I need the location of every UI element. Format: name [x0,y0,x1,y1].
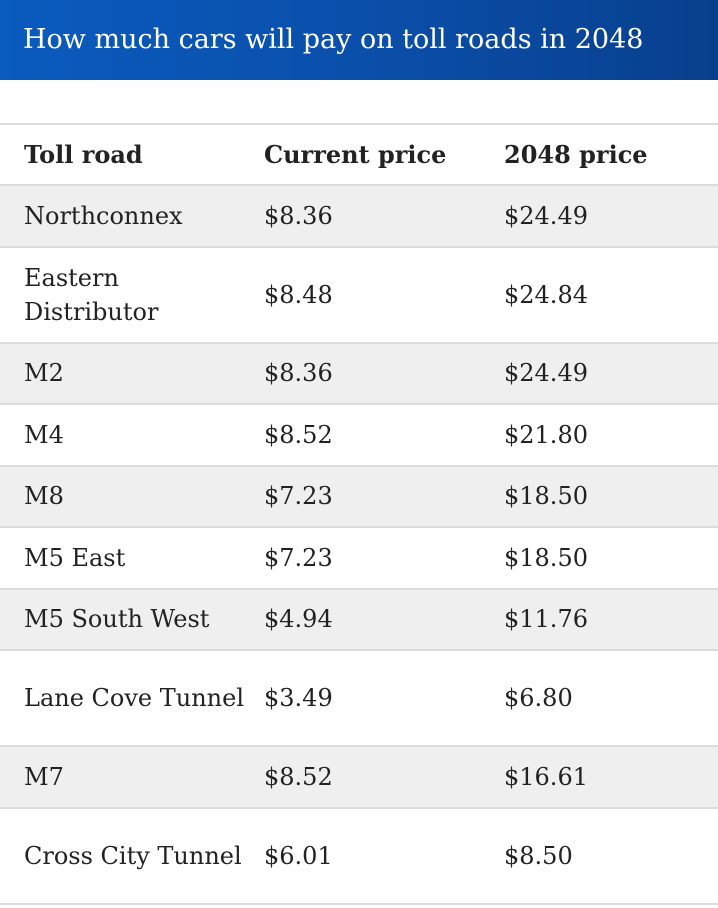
page-title: How much cars will pay on toll roads in … [23,23,644,55]
current-price: $3.49 [264,684,333,712]
future-price: $24.49 [504,201,588,230]
toll-road-name: M5 East [24,543,126,572]
title-banner: How much cars will pay on toll roads in … [0,0,718,80]
toll-road-name: M4 [24,420,64,449]
table-row: M5 South West $4.94 $11.76 [0,589,718,651]
current-price: $8.48 [264,280,333,309]
header-toll-road: Toll road [24,139,143,169]
future-price: $18.50 [504,482,588,511]
future-price: $18.50 [504,543,588,572]
future-price: $16.61 [504,762,588,791]
toll-road-name: M2 [24,359,64,388]
current-price: $7.23 [264,543,333,572]
table-row: M8 $7.23 $18.50 [0,466,718,528]
table-row: M2 $8.36 $24.49 [0,343,718,405]
future-price: $6.80 [504,684,573,712]
toll-road-name: Northconnex [24,201,183,230]
table-row: Cross City Tunnel $6.01 $8.50 [0,809,718,905]
future-price: $24.49 [504,359,588,388]
current-price: $4.94 [264,605,333,634]
current-price: $8.36 [264,359,333,388]
current-price: $8.52 [264,420,333,449]
table-row: M5 East $7.23 $18.50 [0,528,718,590]
current-price: $6.01 [264,841,333,870]
table-row: M4 $8.52 $21.80 [0,405,718,467]
toll-road-name: Eastern Distributor [24,263,159,326]
future-price: $8.50 [504,841,573,870]
table-row: Eastern Distributor $8.48 $24.84 [0,248,718,344]
toll-price-table: Toll road Current price 2048 price North… [0,123,718,905]
future-price: $21.80 [504,420,588,449]
current-price: $8.52 [264,762,333,791]
toll-road-name: M5 South West [24,605,210,634]
table-row: Lane Cove Tunnel $3.49 $6.80 [0,651,718,747]
current-price: $8.36 [264,201,333,230]
header-2048-price: 2048 price [504,139,648,169]
header-current-price: Current price [264,139,447,169]
table-row: Northconnex $8.36 $24.49 [0,186,718,248]
table-row: M7 $8.52 $16.61 [0,747,718,809]
toll-road-name: M8 [24,482,64,511]
toll-road-name: Cross City Tunnel [24,841,242,870]
current-price: $7.23 [264,482,333,511]
future-price: $24.84 [504,280,588,309]
future-price: $11.76 [504,605,588,634]
toll-road-name: Lane Cove Tunnel [24,684,244,712]
toll-road-name: M7 [24,762,64,791]
table-header-row: Toll road Current price 2048 price [0,125,718,186]
